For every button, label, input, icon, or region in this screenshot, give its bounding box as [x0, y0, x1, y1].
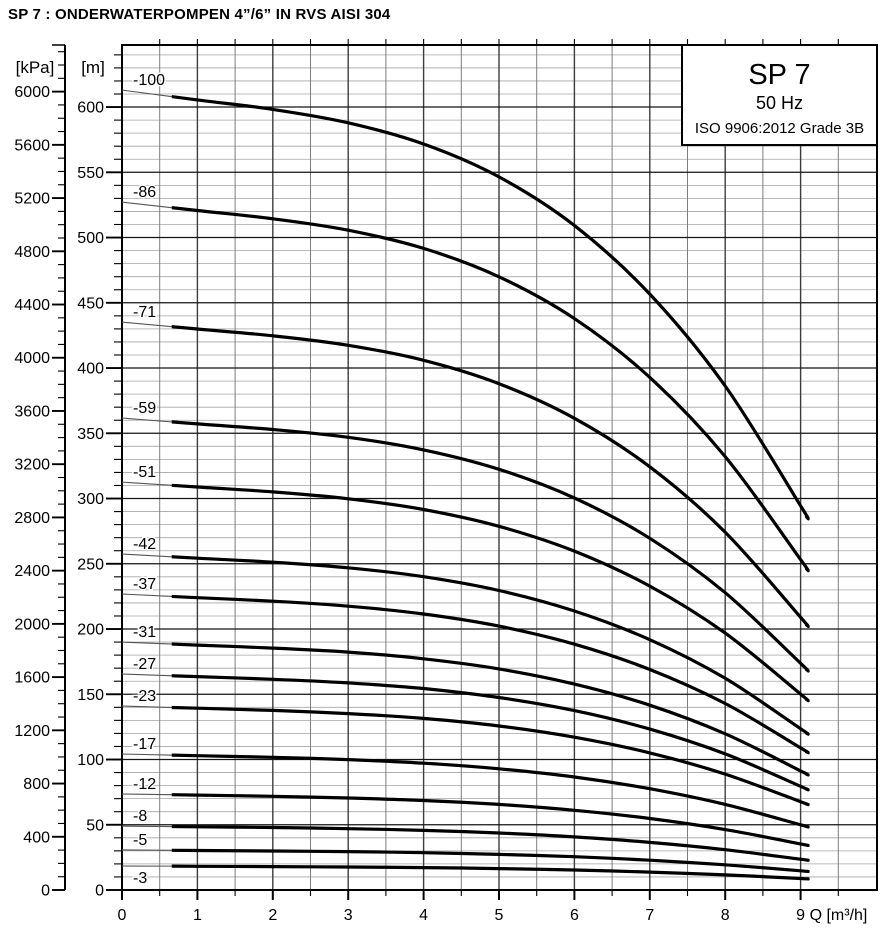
pump-curve-27 — [171, 674, 810, 792]
kpa-tick-label: 1200 — [14, 723, 50, 740]
pump-curve-17 — [171, 753, 810, 829]
pump-curve-42 — [171, 555, 810, 736]
pump-curve-100 — [171, 94, 810, 521]
curve-label-23: -23 — [133, 688, 156, 705]
kpa-tick-label: 3200 — [14, 457, 50, 474]
curve-label-5: -5 — [133, 832, 147, 849]
x-tick-label: 5 — [495, 907, 504, 924]
m-tick-label: 200 — [77, 622, 104, 639]
kpa-tick-label: 4000 — [14, 350, 50, 367]
x-tick-label: 9 — [796, 907, 805, 924]
pump-curve-37 — [171, 594, 810, 755]
pump-curve-5 — [171, 848, 810, 874]
kpa-tick-label: 5600 — [14, 137, 50, 154]
x-tick-label: 3 — [344, 907, 353, 924]
m-tick-label: 350 — [77, 426, 104, 443]
pump-curve-86 — [171, 206, 810, 573]
m-tick-label: 450 — [77, 295, 104, 312]
kpa-tick-label: 1600 — [14, 670, 50, 687]
m-tick-label: 250 — [77, 556, 104, 573]
m-tick-label: 600 — [77, 100, 104, 117]
grid — [122, 39, 877, 890]
pump-curves — [121, 89, 810, 881]
legend-frequency: 50 Hz — [756, 93, 803, 113]
kpa-tick-label: 0 — [41, 883, 50, 900]
kpa-tick-label: 2000 — [14, 616, 50, 633]
m-tick-label: 150 — [77, 687, 104, 704]
curve-labels: -100 -86 -71 -59 -51 -42 -37 -31 -27 -23 -17 -12 -8 -… — [132, 71, 167, 889]
kpa-tick-label: 4800 — [14, 244, 50, 261]
m-tick-label: 0 — [95, 883, 104, 900]
m-tick-label: 500 — [77, 230, 104, 247]
chart-title: SP 7 : ONDERWATERPOMPEN 4”/6” IN RVS AIS… — [8, 6, 391, 23]
m-tick-label: 300 — [77, 491, 104, 508]
curve-label-86: -86 — [133, 184, 156, 201]
m-tick-label: 550 — [77, 165, 104, 182]
kpa-tick-label: 2800 — [14, 510, 50, 527]
m-tick-label: 50 — [86, 817, 104, 834]
pump-curve-8 — [171, 824, 810, 862]
kpa-tick-label: 400 — [23, 829, 50, 846]
curve-label-8: -8 — [133, 808, 147, 825]
m-tick-label: 400 — [77, 361, 104, 378]
kpa-tick-label: 3600 — [14, 403, 50, 420]
kpa-tick-label: 5200 — [14, 191, 50, 208]
pump-curve-12 — [171, 793, 810, 848]
kpa-tick-label: 800 — [23, 776, 50, 793]
curve-label-71: -71 — [133, 304, 156, 321]
kpa-tick-label: 6000 — [14, 84, 50, 101]
curve-label-51: -51 — [133, 464, 156, 481]
m-unit-label: [m] — [81, 58, 105, 77]
pump-curve-31 — [171, 642, 810, 777]
x-axis-unit-label: Q [m³/h] — [810, 907, 868, 924]
kpa-tick-label: 4400 — [14, 297, 50, 314]
kpa-unit-label: [kPa] — [16, 58, 55, 77]
curve-label-3: -3 — [133, 870, 147, 887]
curve-label-12: -12 — [133, 776, 156, 793]
m-tick-label: 100 — [77, 752, 104, 769]
legend-box: SP 750 Hz ISO 9906:2012 Grade 3B — [681, 44, 878, 146]
legend-model: SP 7 — [748, 59, 810, 91]
pressure-axis: 6000560052004800440040003600320028002400… — [14, 44, 66, 900]
flow-axis: 0 1 2 3 4 5 6 7 8 9 Q [m³/h] — [118, 890, 868, 924]
pump-curve-min-flow-100 — [121, 89, 809, 520]
x-tick-label: 0 — [118, 907, 127, 924]
curve-label-31: -31 — [133, 624, 156, 641]
x-tick-label: 8 — [721, 907, 730, 924]
x-tick-label: 1 — [193, 907, 202, 924]
curve-label-37: -37 — [133, 576, 156, 593]
x-tick-label: 6 — [570, 907, 579, 924]
x-tick-label: 4 — [419, 907, 428, 924]
curve-label-42: -42 — [133, 536, 156, 553]
curve-label-59: -59 — [133, 400, 156, 417]
legend-standard: ISO 9906:2012 Grade 3B — [695, 120, 864, 137]
pump-curve-59 — [171, 420, 810, 673]
pump-curve-51 — [171, 483, 810, 703]
x-tick-label: 7 — [645, 907, 654, 924]
kpa-tick-label: 2400 — [14, 563, 50, 580]
pump-curve-min-flow-86 — [121, 201, 809, 572]
curve-label-17: -17 — [133, 736, 156, 753]
curve-label-100: -100 — [133, 72, 165, 89]
pump-curve-min-flow-59 — [121, 417, 809, 672]
curve-label-27: -27 — [133, 656, 156, 673]
pump-curve-23 — [171, 705, 810, 807]
pump-curve-71 — [171, 325, 810, 629]
x-tick-label: 2 — [268, 907, 277, 924]
pump-curve-3 — [171, 864, 810, 881]
